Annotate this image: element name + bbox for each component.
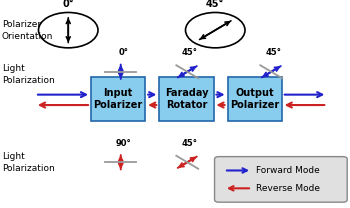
FancyBboxPatch shape xyxy=(228,77,282,121)
Text: Forward Mode: Forward Mode xyxy=(256,166,319,175)
FancyBboxPatch shape xyxy=(215,157,347,202)
Text: 0°: 0° xyxy=(119,48,128,57)
Text: Light
Polarization: Light Polarization xyxy=(2,64,55,85)
Text: 45°: 45° xyxy=(206,0,224,9)
Text: 45°: 45° xyxy=(266,48,282,57)
Text: Output
Polarizer: Output Polarizer xyxy=(230,88,279,110)
Text: 0°: 0° xyxy=(62,0,74,9)
FancyBboxPatch shape xyxy=(91,77,145,121)
Text: Reverse Mode: Reverse Mode xyxy=(256,184,320,193)
Text: Faraday
Rotator: Faraday Rotator xyxy=(164,88,208,110)
Text: Polarizer
Orientation: Polarizer Orientation xyxy=(2,20,53,41)
Text: 45°: 45° xyxy=(182,139,198,148)
Text: 45°: 45° xyxy=(182,48,198,57)
FancyBboxPatch shape xyxy=(159,77,214,121)
Text: Input
Polarizer: Input Polarizer xyxy=(93,88,143,110)
Text: 90°: 90° xyxy=(116,139,132,148)
Text: Light
Polarization: Light Polarization xyxy=(2,152,55,173)
